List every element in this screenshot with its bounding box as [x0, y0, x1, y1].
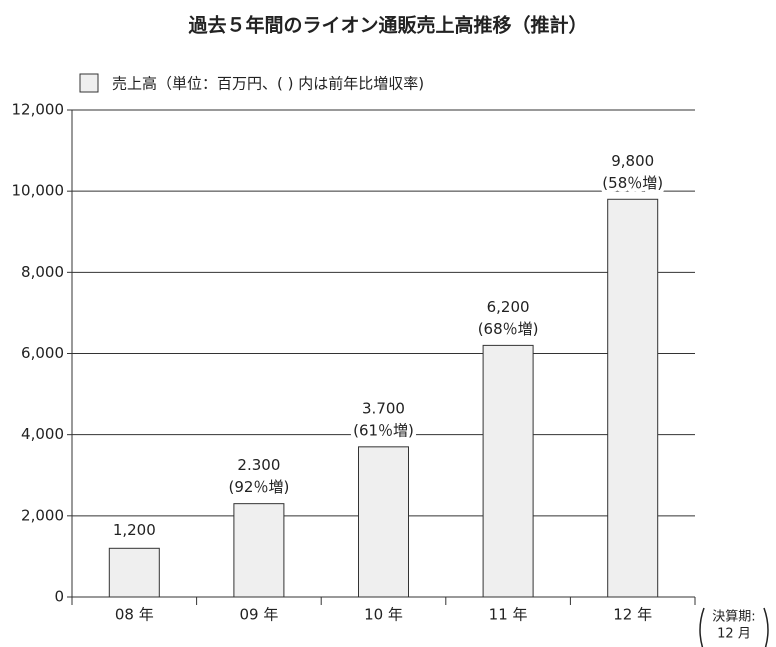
value-label: 2.300 — [237, 456, 280, 474]
annotation: (68％増) — [478, 320, 539, 338]
y-tick-label: 4,000 — [21, 425, 64, 443]
note: 12 月 — [717, 627, 751, 642]
bar — [233, 503, 285, 598]
bar — [482, 344, 534, 598]
x-tick-label: 11 年 — [489, 606, 528, 624]
y-tick-label: 12,000 — [12, 101, 65, 119]
y-tick-label: 8,000 — [21, 263, 64, 281]
note-bracket — [699, 607, 705, 647]
value-label: 1,200 — [113, 521, 156, 539]
bar — [358, 446, 409, 598]
y-tick-label: 2,000 — [21, 506, 64, 524]
x-tick-label: 09 年 — [239, 606, 278, 624]
bar — [108, 547, 160, 598]
note-bracket — [763, 607, 769, 647]
y-tick-label: 0 — [54, 588, 64, 606]
annotation: (61％増) — [353, 421, 414, 439]
x-tick-label: 10 年 — [364, 606, 403, 624]
x-tick-label: 08 年 — [115, 606, 154, 624]
y-tick-label: 10,000 — [12, 182, 65, 200]
y-tick-label: 6,000 — [21, 344, 64, 362]
chart-title: 過去５年間のライオン通販売上高推移（推計） — [188, 14, 587, 37]
value-label: 9,800 — [611, 152, 654, 170]
note: 決算期: — [712, 610, 755, 625]
bar — [607, 198, 659, 598]
value-label: 6,200 — [487, 298, 530, 316]
annotation: (58％増) — [602, 174, 663, 192]
legend-label: 売上高（単位：百万円、( ) 内は前年比増収率) — [112, 75, 424, 93]
legend-swatch — [79, 73, 99, 93]
value-label: 3.700 — [362, 399, 405, 417]
annotation: (92％増) — [229, 478, 290, 496]
x-tick-label: 12 年 — [613, 606, 652, 624]
